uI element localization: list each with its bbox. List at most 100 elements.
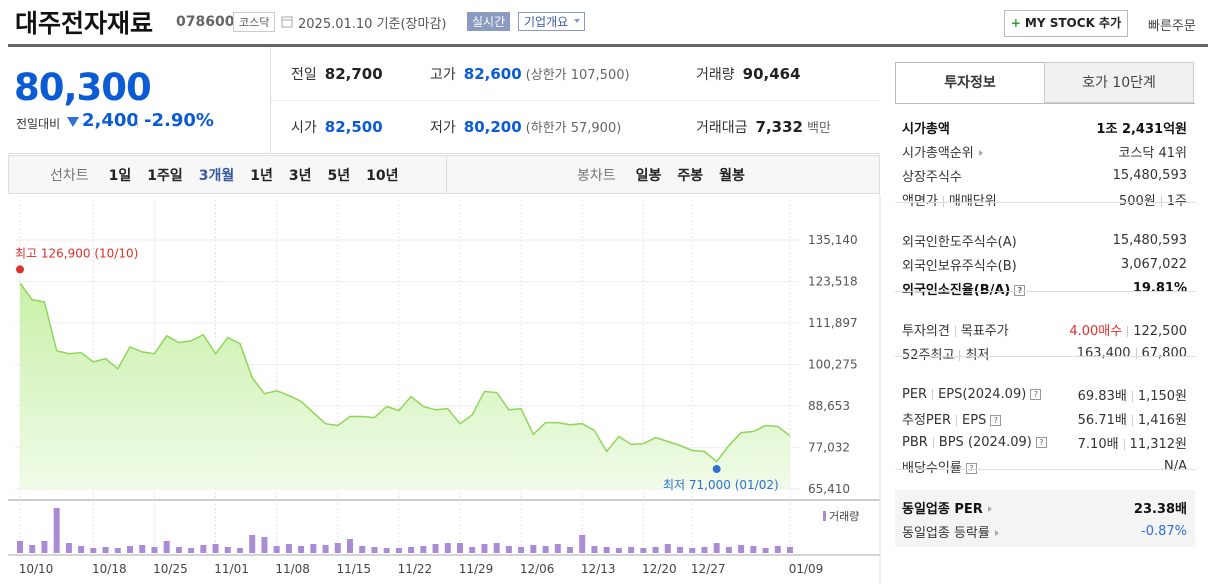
info-tab[interactable]: 투자정보 <box>895 62 1045 103</box>
mystock-button[interactable]: + MY STOCK 추가 <box>1004 10 1128 37</box>
summary-note: (하한가 57,900) <box>525 121 622 136</box>
change-amount: 2,400 <box>82 110 139 131</box>
info-value: 69.83배 1,150원 <box>1078 385 1187 404</box>
period-tab[interactable]: 3년 <box>288 168 312 184</box>
volume-bar <box>383 548 390 553</box>
period-tab[interactable]: 10년 <box>366 168 399 184</box>
info-value-part: 122,500 <box>1133 323 1187 339</box>
chart-tabs <box>8 155 880 194</box>
extreme-dot <box>712 465 721 474</box>
value-divider <box>1123 438 1125 450</box>
info-value-part: 56.71배 <box>1077 412 1127 428</box>
info-label: PER EPS(2024.09)? <box>902 387 1042 402</box>
help-icon[interactable]: ? <box>965 462 977 474</box>
info-label-part: 동일업종 PER <box>902 501 983 517</box>
info-value-part: 4.00매수 <box>1069 323 1123 339</box>
volume-bar <box>457 543 463 553</box>
summary-item: 저가 80,200 (하한가 57,900) <box>430 117 621 137</box>
info-label-part: EPS <box>962 412 987 428</box>
info-row: 시가총액 1조 2,431억원 <box>902 116 1187 138</box>
tab-group-label: 선차트 <box>50 168 89 184</box>
volume-bar <box>787 546 793 553</box>
volume-bar <box>29 545 36 553</box>
candle-tab[interactable]: 월봉 <box>719 168 745 184</box>
value-divider <box>1135 347 1137 359</box>
realtime-badge[interactable]: 실시간 <box>467 12 511 31</box>
more-arrow[interactable] <box>994 530 999 536</box>
info-row: PBR BPS (2024.09)? 7.10배 11,312원 <box>902 431 1187 453</box>
volume-legend: 거래량 <box>829 510 859 523</box>
help-icon[interactable]: ? <box>1014 284 1026 296</box>
extreme-label: 최고 126,900 (10/10) <box>15 246 138 260</box>
info-value-part: 163,400 <box>1076 345 1131 361</box>
period-tab[interactable]: 5년 <box>327 168 351 184</box>
info-label-part: 시가총액순위 <box>902 145 974 161</box>
volume-bar <box>322 545 329 553</box>
info-value: 19.81% <box>1133 281 1187 296</box>
info-label-part: 배당수익률 <box>902 460 962 476</box>
x-tick-label: 10/18 <box>92 562 127 576</box>
info-label: 추정PER EPS? <box>902 409 1002 428</box>
period-tab[interactable]: 3개월 <box>198 168 235 184</box>
more-arrow[interactable] <box>987 506 992 512</box>
volume-bar <box>432 544 439 553</box>
candle-tab[interactable]: 주봉 <box>677 168 704 184</box>
period-tab[interactable]: 1주일 <box>147 168 183 184</box>
x-tick-label: 12/13 <box>581 562 616 576</box>
summary-item: 시가 82,500 <box>291 117 383 137</box>
info-row: 외국인한도주식수(A) 15,480,593 <box>902 229 1187 251</box>
y-tick-label: 135,140 <box>808 233 858 247</box>
volume-bar <box>249 535 256 553</box>
volume-bar <box>163 541 170 553</box>
summary-label: 거래량 <box>696 67 735 83</box>
info-label-part: 동일업종 등락률 <box>902 525 990 541</box>
help-icon[interactable]: ? <box>1035 436 1047 448</box>
help-icon[interactable]: ? <box>1030 388 1042 400</box>
info-row: 배당수익률? N/A <box>902 455 1187 477</box>
more-arrow[interactable] <box>978 150 983 156</box>
volume-bar <box>237 548 243 553</box>
quick-order[interactable]: 빠른주문 <box>1148 19 1196 34</box>
info-label: 동일업종 PER <box>902 498 992 517</box>
market-badge: 코스닥 <box>233 12 276 32</box>
volume-bar <box>53 508 60 553</box>
tab-group-label: 봉차트 <box>577 168 616 184</box>
volume-bar <box>127 546 133 553</box>
volume-bar <box>285 544 292 553</box>
summary-label: 저가 <box>430 120 456 136</box>
info-value-part: 15,480,593 <box>1112 167 1187 183</box>
period-tab[interactable]: 1년 <box>250 168 273 184</box>
divider <box>895 103 1195 104</box>
info-value: 23.38배 <box>1134 498 1187 517</box>
volume-legend-swatch <box>823 511 826 521</box>
summary-label: 거래대금 <box>696 120 748 136</box>
label-divider <box>932 388 934 400</box>
info-label-part: PBR <box>902 434 928 450</box>
line-tabs: 선차트 1일 1주일 3개월 1년 3년 5년 10년 <box>50 165 415 185</box>
volume-bar <box>273 546 280 553</box>
info-label-part: 추정PER <box>902 412 952 428</box>
info-row: 52주최고 최저 163,400 67,800 <box>902 342 1187 364</box>
group-separator <box>895 469 1195 470</box>
volume-bar <box>750 546 757 553</box>
volume-bar <box>90 548 97 553</box>
candle-tab[interactable]: 일봉 <box>635 168 662 184</box>
volume-bar <box>65 543 72 553</box>
volume-bar <box>481 544 488 553</box>
info-label-part: 최저 <box>965 347 990 363</box>
volume-bar <box>151 547 158 553</box>
down-arrow <box>67 117 79 127</box>
volume-bar <box>444 543 451 553</box>
extreme-dot <box>16 265 24 274</box>
label-divider <box>959 349 961 361</box>
volume-bar <box>371 547 378 553</box>
value-divider <box>1131 390 1133 402</box>
period-tab[interactable]: 1일 <box>108 168 132 184</box>
info-value: 15,480,593 <box>1113 233 1187 248</box>
value-divider <box>1160 195 1162 207</box>
orderbook-tab[interactable]: 호가 10단계 <box>1044 62 1194 103</box>
overview-button[interactable]: 기업개요 <box>518 12 586 31</box>
help-icon[interactable]: ? <box>990 414 1002 426</box>
info-value-part: 3,067,022 <box>1120 256 1187 272</box>
y-tick-label: 111,897 <box>808 316 858 330</box>
